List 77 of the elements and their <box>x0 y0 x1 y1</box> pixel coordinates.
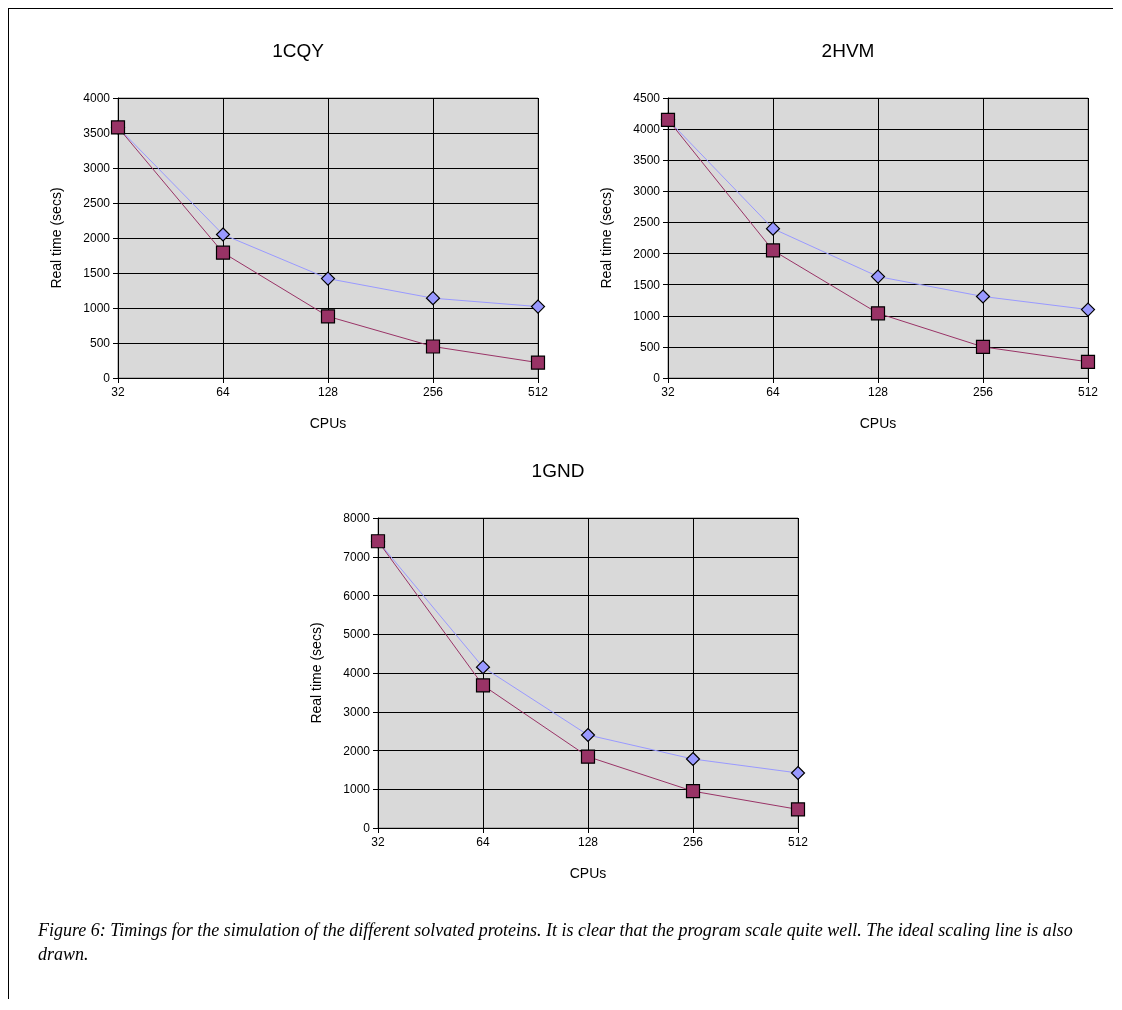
point <box>790 802 806 817</box>
y-tick-label: 500 <box>89 336 111 350</box>
x-tick-label: 32 <box>111 385 125 399</box>
point <box>580 727 596 743</box>
point <box>685 751 701 767</box>
y-tick-label: 3500 <box>83 126 111 140</box>
x-axis-title: CPUs <box>859 415 897 431</box>
x-tick-label: 256 <box>682 835 704 849</box>
point <box>475 660 491 675</box>
point <box>425 291 441 306</box>
point <box>215 245 231 260</box>
point <box>975 289 991 304</box>
x-tick-label: 128 <box>317 385 339 399</box>
y-tick-label: 8000 <box>343 511 371 525</box>
y-tick-label: 3000 <box>83 161 111 175</box>
point <box>790 765 806 781</box>
point <box>870 269 886 284</box>
x-tick-label: 64 <box>766 385 780 399</box>
x-tick-label: 32 <box>661 385 675 399</box>
x-tick-label: 64 <box>216 385 230 399</box>
x-tick-label: 512 <box>1077 385 1099 399</box>
y-tick-label: 5000 <box>343 627 371 642</box>
y-tick-label: 0 <box>653 371 661 385</box>
point <box>215 227 231 242</box>
point <box>870 306 886 321</box>
y-tick-label: 1500 <box>83 266 111 280</box>
y-tick-label: 7000 <box>343 549 371 564</box>
x-tick-label: 256 <box>972 385 994 399</box>
x-tick-label: 32 <box>371 835 385 849</box>
x-tick-label: 128 <box>577 835 599 849</box>
y-tick-label: 3000 <box>633 184 661 199</box>
y-tick-label: 2500 <box>83 196 111 210</box>
y-tick-label: 2000 <box>343 743 371 758</box>
point <box>975 339 991 354</box>
y-axis-title: Real time (secs) <box>48 187 64 289</box>
x-tick-label: 256 <box>422 385 444 399</box>
point <box>1080 302 1096 317</box>
y-tick-label: 3000 <box>343 704 371 719</box>
chart-title: 1GND <box>531 460 585 481</box>
point <box>765 221 781 236</box>
x-tick-label: 64 <box>476 835 490 849</box>
y-axis-title: Real time (secs) <box>308 622 324 724</box>
y-tick-label: 2000 <box>83 231 111 245</box>
y-tick-label: 1000 <box>83 301 111 315</box>
y-tick-label: 4000 <box>633 122 661 137</box>
y-tick-label: 0 <box>103 371 111 385</box>
point <box>320 309 336 324</box>
y-tick-label: 2500 <box>633 215 661 230</box>
y-axis-title: Real time (secs) <box>598 187 614 289</box>
x-axis-title: CPUs <box>569 865 607 881</box>
point <box>685 784 701 799</box>
point <box>765 243 781 258</box>
y-tick-label: 0 <box>363 821 371 835</box>
y-tick-label: 1000 <box>343 782 371 797</box>
x-axis-title: CPUs <box>309 415 347 431</box>
point <box>580 749 596 764</box>
x-tick-label: 512 <box>787 835 809 849</box>
y-tick-label: 3500 <box>633 153 661 168</box>
point <box>475 678 491 693</box>
y-tick-label: 4000 <box>343 666 371 680</box>
x-tick-label: 512 <box>527 385 549 399</box>
point <box>530 299 546 314</box>
point <box>425 339 441 354</box>
point <box>530 355 546 370</box>
y-tick-label: 1000 <box>633 308 661 323</box>
y-tick-label: 1500 <box>633 277 661 292</box>
y-tick-label: 6000 <box>343 588 371 603</box>
point <box>320 271 336 286</box>
chart-title: 1CQY <box>272 40 325 61</box>
y-tick-label: 4500 <box>633 91 661 105</box>
y-tick-label: 500 <box>639 339 661 354</box>
caption: Figure 6: Timings for the simulation of the different solvated proteins. It is clear that the program scale quite well. The ideal scaling line is also drawn. <box>38 919 1074 966</box>
y-tick-label: 2000 <box>633 246 661 261</box>
point <box>1080 354 1096 369</box>
y-tick-label: 4000 <box>83 91 111 105</box>
x-tick-label: 128 <box>867 385 889 399</box>
chart-title: 2HVM <box>821 40 875 61</box>
